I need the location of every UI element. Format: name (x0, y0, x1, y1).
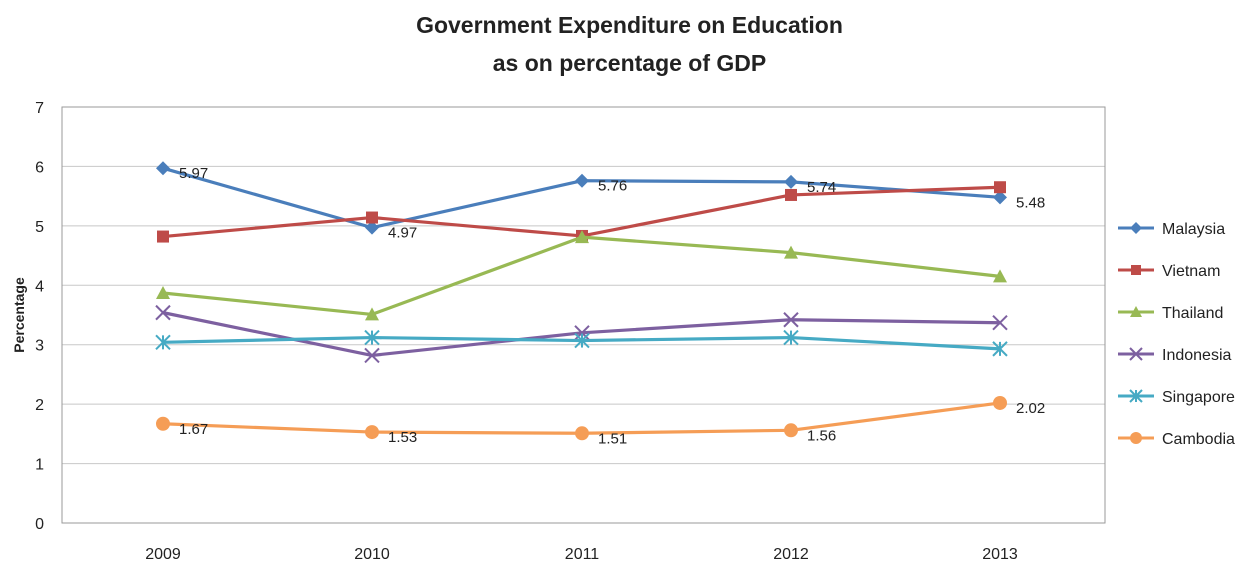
data-point-stroke (155, 304, 171, 321)
y-tick-label: 4 (35, 278, 44, 295)
data-point (156, 161, 170, 176)
data-point (157, 230, 169, 243)
data-point-stroke (783, 312, 799, 328)
data-point (992, 315, 1008, 331)
legend-item-singapore: Singapore (1118, 389, 1235, 406)
legend-item-malaysia: Malaysia (1118, 221, 1225, 238)
data-point (784, 245, 798, 259)
x-tick-label: 2010 (354, 546, 390, 563)
data-point (364, 329, 380, 346)
data-point (574, 325, 590, 341)
x-tick-label: 2012 (773, 546, 809, 563)
data-point (993, 269, 1007, 283)
data-point (1131, 265, 1141, 275)
y-tick-label: 0 (35, 516, 44, 533)
data-point-stroke (992, 315, 1008, 331)
data-label: 1.56 (807, 427, 836, 444)
data-label: 5.48 (1016, 194, 1045, 211)
data-label: 2.02 (1016, 400, 1045, 417)
data-point (366, 211, 378, 224)
data-point (783, 312, 799, 328)
legend-label: Indonesia (1162, 347, 1231, 364)
series-line-vietnam (162, 185, 1001, 239)
x-tick-label: 2013 (982, 546, 1018, 563)
series-cambodia (156, 395, 1007, 441)
data-point (784, 423, 798, 438)
legend-item-cambodia: Cambodia (1118, 431, 1235, 448)
data-point (365, 307, 379, 321)
y-tick-label: 3 (35, 338, 44, 355)
chart-title: Government Expenditure on Education as o… (0, 6, 1259, 82)
data-point (575, 230, 589, 244)
y-axis-title: Percentage (11, 277, 27, 353)
series-thailand (156, 230, 1007, 321)
x-tick-label: 2011 (565, 546, 600, 563)
data-point (1129, 347, 1143, 361)
legend-label: Singapore (1162, 389, 1235, 406)
legend-item-vietnam: Vietnam (1118, 263, 1220, 280)
y-tick-label: 1 (35, 457, 44, 474)
data-point (575, 173, 589, 188)
data-point (365, 220, 379, 235)
data-label: 1.53 (388, 429, 417, 446)
data-point (783, 329, 799, 346)
y-tick-label: 7 (35, 100, 44, 117)
chart-title-line-1: Government Expenditure on Education (416, 12, 843, 38)
data-label: 5.76 (598, 178, 627, 195)
data-point (155, 334, 171, 351)
series-layer (155, 161, 1008, 441)
data-point (575, 426, 589, 441)
data-point (1130, 432, 1142, 444)
legend-item-indonesia: Indonesia (1118, 347, 1231, 364)
legend-label: Vietnam (1162, 263, 1220, 280)
series-line-thailand (162, 235, 1001, 317)
x-tick-label: 2009 (145, 546, 181, 563)
data-point (364, 347, 380, 364)
data-label: 1.51 (598, 430, 627, 447)
legend-label: Malaysia (1162, 221, 1225, 238)
series-malaysia (156, 161, 1007, 235)
y-tick-label: 5 (35, 219, 44, 236)
data-point (993, 395, 1007, 410)
y-tick-label: 6 (35, 159, 44, 176)
legend: Malaysia Vietnam Thailand Indonesia Singapor… (1118, 221, 1235, 448)
legend-item-thailand: Thailand (1118, 305, 1223, 322)
legend-label: Cambodia (1162, 431, 1235, 448)
data-point-stroke (574, 325, 590, 341)
data-point (574, 332, 590, 349)
series-indonesia (155, 304, 1008, 364)
data-point (156, 286, 170, 300)
data-point (992, 341, 1008, 357)
y-tick-label: 2 (35, 397, 44, 414)
axes: 0 1 2 3 4 5 6 7 2009 2010 2011 2012 2013 (35, 100, 1106, 563)
series-singapore (155, 329, 1008, 357)
data-point (1130, 306, 1142, 317)
legend-label: Thailand (1162, 305, 1223, 322)
data-labels: 5.97 4.97 5.76 5.74 5.48 1.67 1.53 1.51 1.56 2.02 (179, 165, 1045, 447)
data-point (156, 416, 170, 431)
data-point (365, 425, 379, 440)
data-point (1129, 389, 1143, 403)
data-label: 5.97 (179, 165, 208, 182)
data-point-stroke (1129, 347, 1143, 361)
data-point (1130, 222, 1142, 234)
chart-title-line-2: as on percentage of GDP (492, 50, 767, 76)
data-point (785, 188, 797, 201)
data-point (155, 304, 171, 321)
data-point (993, 190, 1007, 205)
data-label: 1.67 (179, 421, 208, 438)
plot-area-border (61, 106, 1106, 524)
data-point-stroke (364, 347, 380, 364)
data-label: 5.74 (807, 179, 836, 196)
data-point (784, 174, 798, 189)
data-point (994, 181, 1006, 194)
data-label: 4.97 (388, 225, 417, 242)
